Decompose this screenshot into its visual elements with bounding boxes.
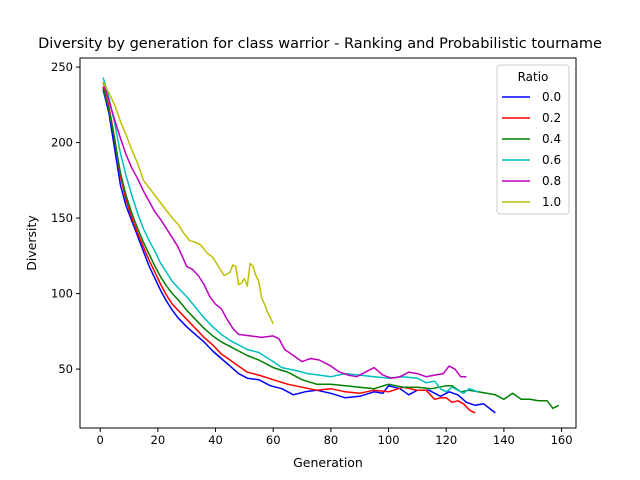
legend: Ratio 0.0 0.2 0.4 0.6 0.8 1.0	[496, 64, 570, 215]
legend-label: 0.4	[542, 132, 561, 146]
y-tick-label: 200	[51, 136, 73, 150]
x-axis-label: Generation	[293, 455, 363, 470]
legend-box	[496, 64, 570, 215]
series-line-0-0	[102, 89, 496, 414]
x-tick-label: 60	[266, 433, 281, 447]
series-line-0-2	[102, 86, 476, 414]
legend-label: 1.0	[542, 195, 561, 209]
legend-label: 0.2	[542, 111, 561, 125]
x-tick-label: 20	[151, 433, 166, 447]
legend-label: 0.0	[542, 90, 561, 104]
y-tick-label: 150	[51, 211, 73, 225]
y-tick-label: 50	[58, 362, 73, 376]
legend-title: Ratio	[518, 70, 549, 84]
legend-label: 0.8	[542, 174, 561, 188]
y-tick-label: 250	[51, 60, 73, 74]
x-tick-label: 160	[551, 433, 573, 447]
x-tick-label: 40	[208, 433, 223, 447]
series-line-0-8	[102, 81, 467, 379]
y-tick-label: 100	[51, 287, 73, 301]
series-line-0-6	[102, 77, 479, 395]
x-tick-label: 0	[97, 433, 104, 447]
x-tick-label: 140	[493, 433, 515, 447]
series-line-0-4	[102, 88, 560, 410]
x-tick-label: 80	[324, 433, 339, 447]
y-axis-label: Diversity	[24, 215, 39, 271]
x-tick-label: 120	[435, 433, 457, 447]
x-tick-label: 100	[378, 433, 400, 447]
y-axis: 50 100 150 200 250	[51, 60, 80, 376]
series-line-1-0	[102, 81, 274, 325]
legend-label: 0.6	[542, 153, 561, 167]
plot-frame	[79, 57, 577, 429]
series-layer	[102, 77, 560, 414]
chart-title: Diversity by generation for class warrio…	[38, 36, 602, 52]
x-axis: 0 20 40 60 80 100 120 140 160	[97, 428, 573, 447]
